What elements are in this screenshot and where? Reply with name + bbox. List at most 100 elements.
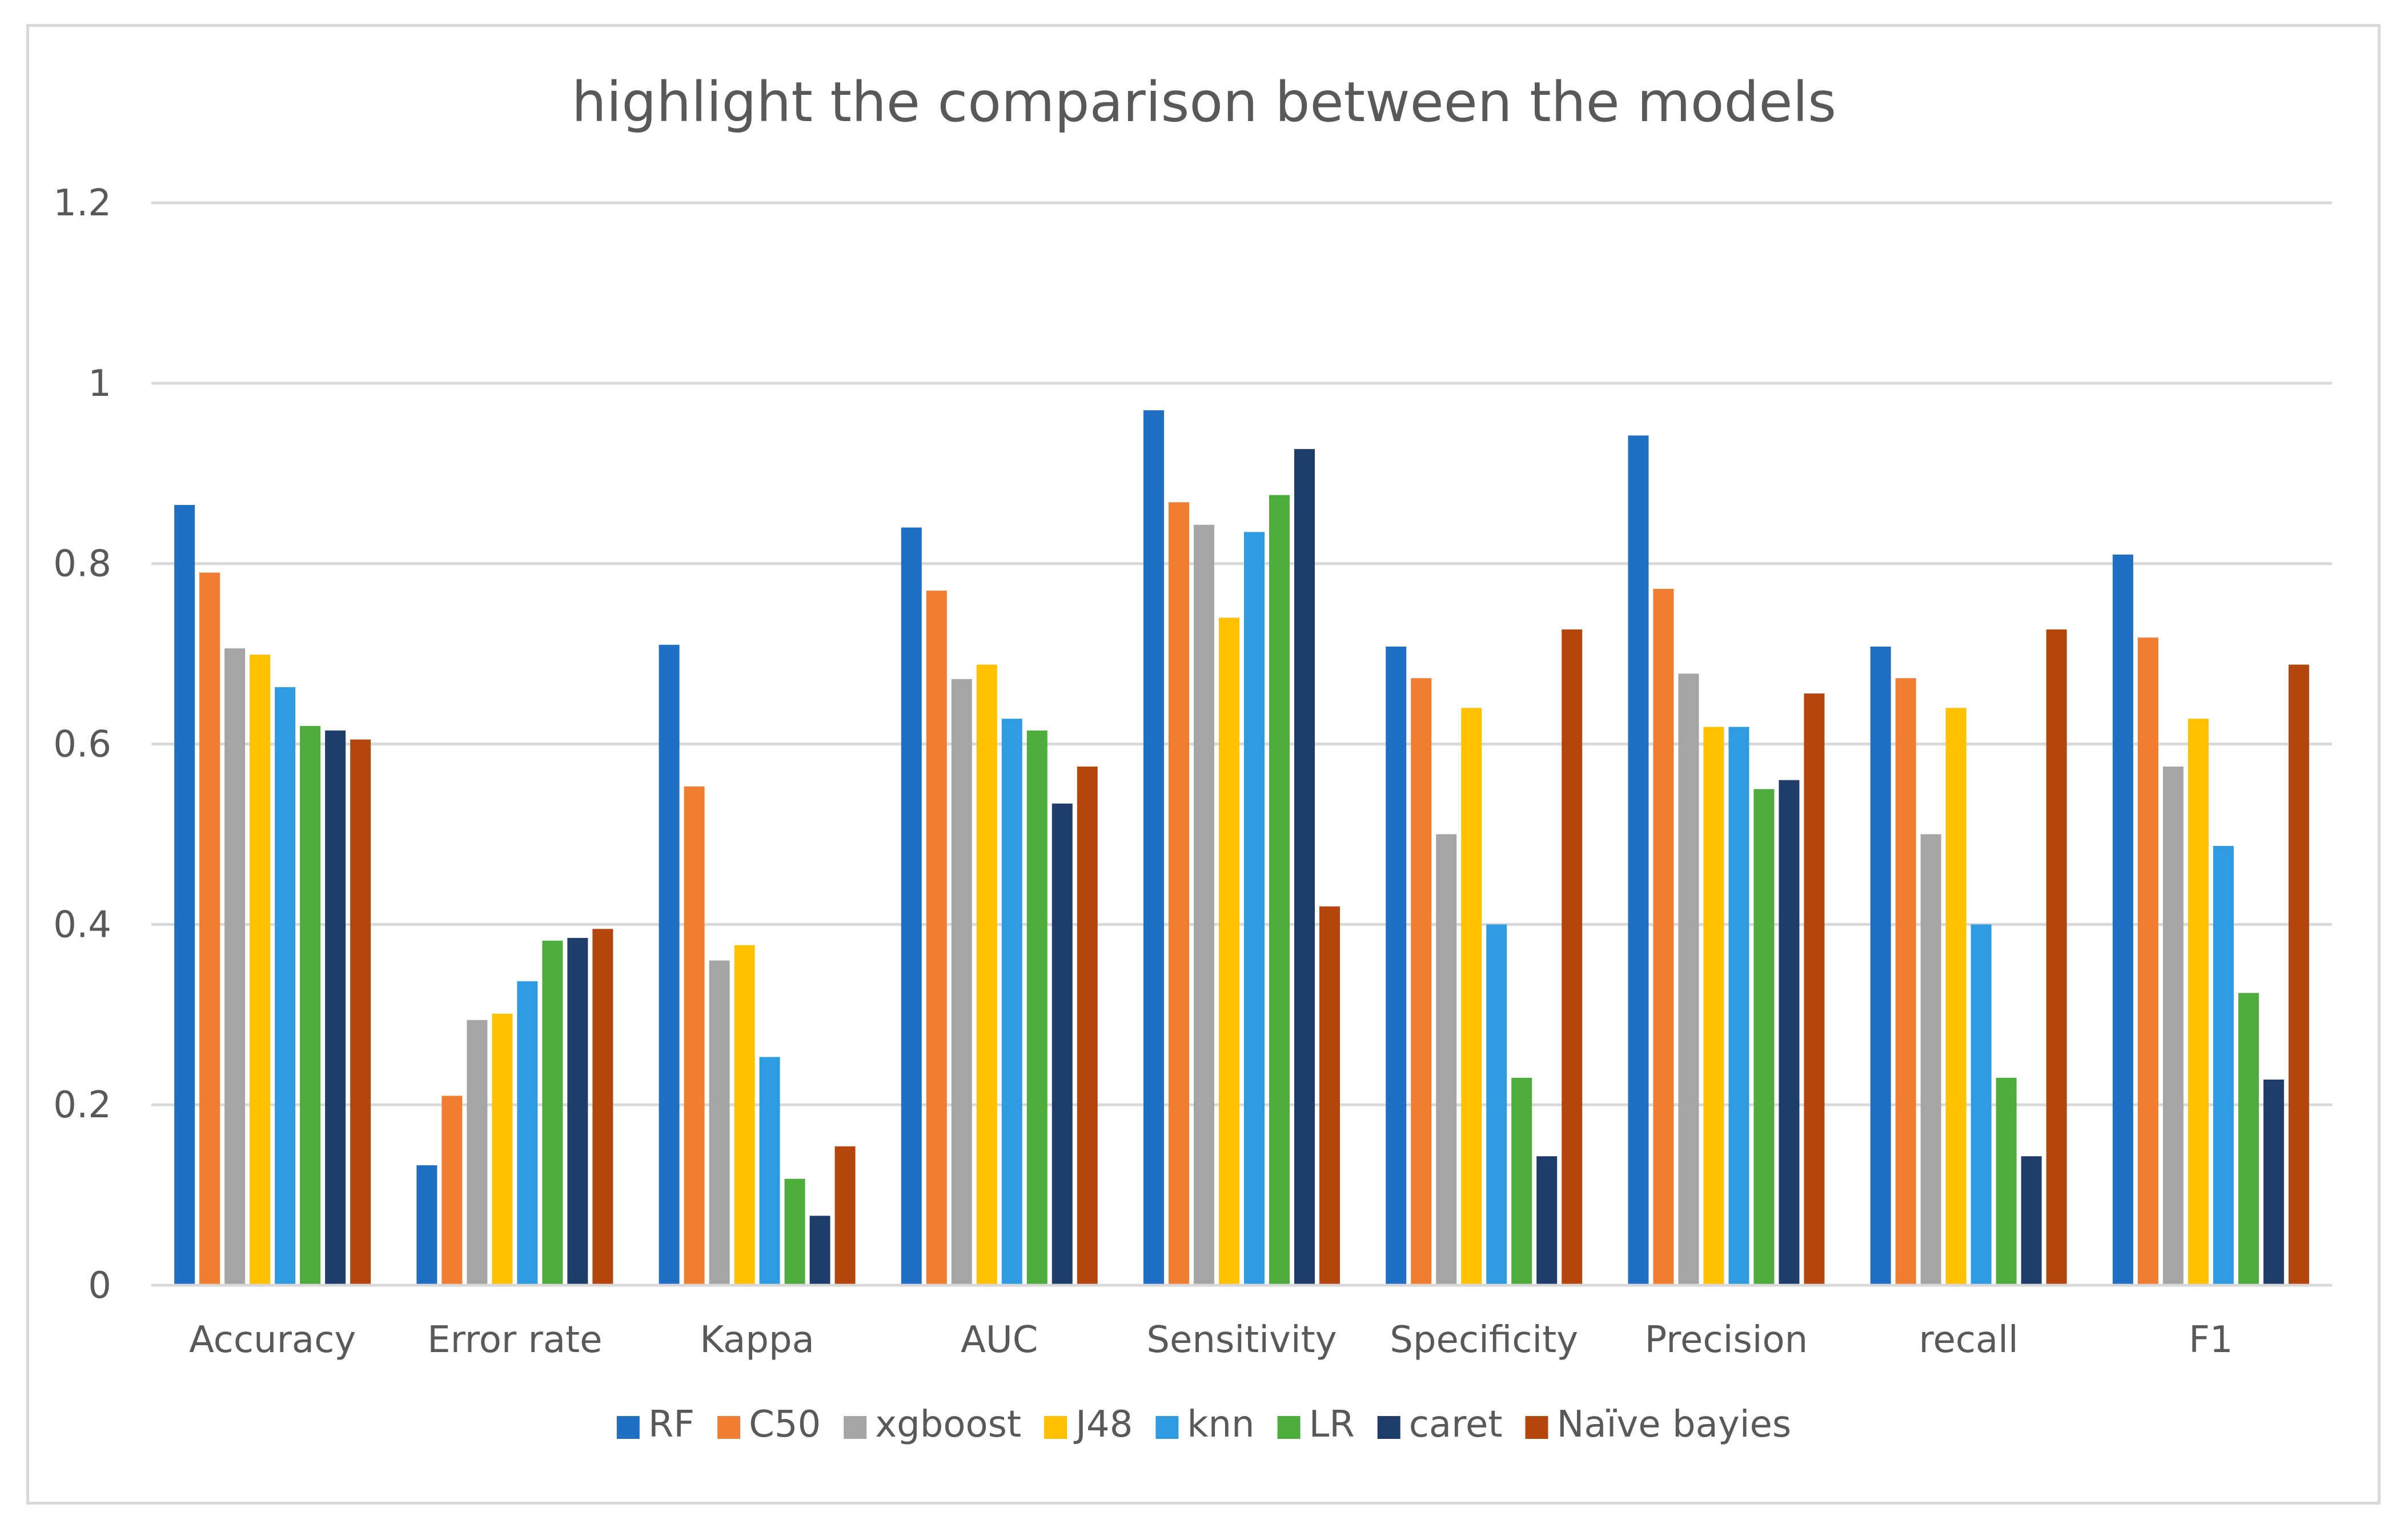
y-tick-label: 0.4 [53, 904, 111, 946]
bar-c50-auc [926, 591, 947, 1285]
bar-c50-specificity [1411, 678, 1432, 1285]
y-tick-label: 0.8 [53, 543, 111, 585]
bar-lr-precision [1753, 789, 1775, 1285]
bar-xgboost-specificity [1436, 834, 1457, 1285]
x-tick-label: AUC [961, 1319, 1038, 1361]
bar-xgboost-sensitivity [1194, 524, 1214, 1286]
bar-caret-sensitivity [1294, 449, 1315, 1285]
bar-xgboost-recall [1920, 834, 1941, 1285]
y-tick-label: 1 [88, 363, 111, 405]
bar-rf-precision [1628, 435, 1649, 1285]
bar-caret-precision [1779, 780, 1800, 1285]
legend-label: Naïve bayies [1557, 1403, 1792, 1446]
legend-swatch [1377, 1416, 1400, 1439]
bar-j48-f1 [2188, 719, 2209, 1285]
bar-na-ve-bayies-recall [2046, 629, 2067, 1285]
bar-j48-sensitivity [1219, 617, 1239, 1285]
bar-rf-f1 [2112, 554, 2133, 1285]
legend-swatch [1155, 1416, 1179, 1439]
bar-rf-auc [901, 527, 922, 1285]
legend-item-na-ve-bayies: Naïve bayies [1525, 1403, 1792, 1446]
bar-lr-error-rate [542, 940, 563, 1285]
y-tick-label: 1.2 [53, 182, 111, 224]
x-tick-label: Precision [1645, 1319, 1808, 1361]
bar-lr-recall [1996, 1077, 2017, 1285]
bar-caret-error-rate [567, 938, 588, 1285]
bar-knn-kappa [759, 1057, 780, 1285]
legend-item-lr: LR [1277, 1403, 1355, 1446]
bar-lr-accuracy [300, 725, 321, 1285]
y-tick-label: 0.6 [53, 724, 111, 766]
bar-knn-precision [1728, 727, 1749, 1285]
legend-label: C50 [749, 1403, 821, 1446]
legend-label: J48 [1073, 1403, 1133, 1446]
bar-knn-recall [1970, 924, 1992, 1285]
bar-xgboost-f1 [2162, 766, 2184, 1285]
bar-rf-specificity [1386, 646, 1407, 1285]
legend-item-rf: RF [616, 1403, 695, 1446]
legend-label: knn [1187, 1403, 1254, 1446]
bar-xgboost-error-rate [467, 1020, 488, 1285]
legend-swatch [1044, 1416, 1067, 1439]
legend-label: caret [1409, 1403, 1503, 1446]
bar-lr-sensitivity [1269, 495, 1290, 1285]
bar-c50-accuracy [199, 572, 220, 1286]
bar-c50-precision [1653, 588, 1674, 1285]
bar-na-ve-bayies-accuracy [350, 739, 371, 1285]
bar-knn-sensitivity [1244, 532, 1265, 1286]
x-tick-label: Sensitivity [1146, 1319, 1337, 1361]
bar-j48-accuracy [250, 655, 271, 1285]
bar-na-ve-bayies-f1 [2288, 664, 2309, 1285]
bar-caret-auc [1052, 803, 1073, 1285]
bar-na-ve-bayies-sensitivity [1319, 906, 1340, 1285]
bar-xgboost-kappa [709, 960, 730, 1285]
chart-title: highlight the comparison between the mod… [572, 70, 1836, 134]
legend: RF C50 xgboost J48 knn LR caret Naïve bayies [616, 1403, 1792, 1446]
legend-item-j48: J48 [1044, 1403, 1133, 1446]
bar-c50-error-rate [442, 1096, 463, 1285]
bar-knn-specificity [1486, 924, 1507, 1285]
x-tick-label: F1 [2189, 1319, 2233, 1361]
x-tick-label: Kappa [700, 1319, 814, 1361]
legend-item-c50: C50 [717, 1403, 821, 1446]
bar-j48-specificity [1461, 708, 1482, 1285]
bar-knn-error-rate [517, 981, 538, 1285]
bar-na-ve-bayies-error-rate [592, 929, 613, 1285]
bar-xgboost-auc [951, 679, 972, 1285]
bars [151, 410, 2332, 1287]
x-tick-label: Accuracy [189, 1319, 356, 1361]
bar-lr-f1 [2238, 993, 2259, 1285]
bar-caret-specificity [1536, 1156, 1558, 1285]
bar-rf-error-rate [416, 1165, 438, 1285]
bar-j48-recall [1945, 708, 1966, 1285]
bar-xgboost-precision [1678, 673, 1699, 1285]
legend-swatch [1277, 1416, 1301, 1439]
x-axis-ticks: Accuracy Error rate Kappa AUC Sensitivity Spe… [189, 1319, 2233, 1361]
bar-rf-sensitivity [1143, 410, 1164, 1286]
bar-rf-recall [1870, 646, 1891, 1285]
bar-rf-kappa [659, 644, 680, 1285]
legend-swatch [844, 1416, 867, 1439]
bar-knn-accuracy [275, 687, 296, 1285]
bar-na-ve-bayies-auc [1077, 766, 1098, 1285]
bar-knn-auc [1001, 719, 1022, 1285]
bar-lr-auc [1026, 730, 1048, 1285]
legend-swatch [717, 1416, 741, 1439]
legend-swatch [1525, 1416, 1548, 1439]
bar-c50-kappa [684, 786, 705, 1285]
legend-label: xgboost [875, 1403, 1021, 1446]
bar-na-ve-bayies-precision [1804, 693, 1825, 1285]
legend-label: LR [1309, 1403, 1355, 1446]
bar-c50-f1 [2137, 637, 2158, 1285]
x-tick-label: recall [1919, 1319, 2018, 1361]
bar-lr-kappa [784, 1178, 805, 1285]
bar-c50-recall [1895, 678, 1916, 1285]
bar-rf-accuracy [174, 505, 195, 1286]
bar-caret-kappa [809, 1216, 830, 1285]
bar-na-ve-bayies-kappa [834, 1146, 856, 1285]
y-tick-label: 0.2 [53, 1084, 111, 1126]
bar-lr-specificity [1511, 1077, 1532, 1285]
bar-na-ve-bayies-specificity [1562, 629, 1583, 1285]
bar-knn-f1 [2213, 845, 2234, 1285]
